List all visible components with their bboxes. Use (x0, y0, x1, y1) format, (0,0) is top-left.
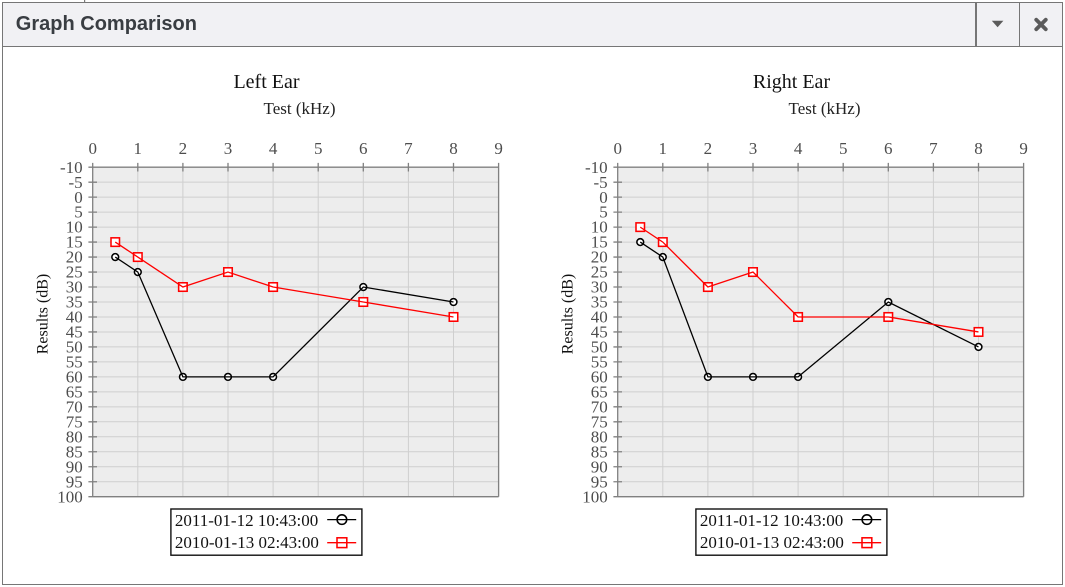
svg-text:2010-01-13 02:43:00: 2010-01-13 02:43:00 (700, 533, 844, 552)
svg-text:95: 95 (591, 472, 608, 491)
svg-text:80: 80 (591, 427, 608, 446)
svg-text:5: 5 (314, 139, 323, 158)
svg-text:Left Ear: Left Ear (233, 71, 299, 93)
svg-text:30: 30 (591, 278, 608, 297)
svg-text:85: 85 (591, 442, 608, 461)
svg-text:100: 100 (582, 487, 608, 506)
svg-text:6: 6 (359, 139, 368, 158)
svg-text:75: 75 (591, 412, 608, 431)
svg-text:40: 40 (66, 308, 83, 327)
svg-text:30: 30 (66, 278, 83, 297)
svg-text:Right Ear: Right Ear (753, 71, 831, 93)
svg-text:70: 70 (66, 397, 83, 416)
svg-text:0: 0 (599, 188, 608, 207)
svg-text:-5: -5 (69, 173, 83, 192)
svg-text:90: 90 (591, 457, 608, 476)
svg-text:2: 2 (179, 139, 188, 158)
svg-text:90: 90 (66, 457, 83, 476)
svg-text:2010-01-13 02:43:00: 2010-01-13 02:43:00 (175, 533, 319, 552)
svg-text:80: 80 (66, 427, 83, 446)
svg-text:7: 7 (404, 139, 413, 158)
svg-text:7: 7 (929, 139, 938, 158)
svg-text:6: 6 (884, 139, 893, 158)
svg-text:9: 9 (494, 139, 503, 158)
svg-text:25: 25 (66, 263, 83, 282)
svg-text:65: 65 (591, 382, 608, 401)
svg-text:4: 4 (794, 139, 803, 158)
svg-text:3: 3 (749, 139, 758, 158)
svg-text:0: 0 (613, 139, 622, 158)
svg-text:Test (kHz): Test (kHz) (264, 99, 336, 118)
svg-text:45: 45 (66, 323, 83, 342)
svg-text:85: 85 (66, 442, 83, 461)
svg-text:5: 5 (599, 203, 608, 222)
svg-text:20: 20 (66, 248, 83, 267)
svg-text:40: 40 (591, 308, 608, 327)
svg-text:8: 8 (449, 139, 458, 158)
svg-text:3: 3 (224, 139, 233, 158)
svg-text:Results (dB): Results (dB) (34, 274, 51, 354)
svg-text:10: 10 (591, 218, 608, 237)
svg-text:8: 8 (974, 139, 983, 158)
svg-text:Graph Comparison: Graph Comparison (16, 13, 197, 35)
svg-text:-10: -10 (60, 158, 83, 177)
svg-text:-5: -5 (594, 173, 608, 192)
svg-text:-10: -10 (585, 158, 608, 177)
svg-text:25: 25 (591, 263, 608, 282)
svg-text:35: 35 (66, 293, 83, 312)
svg-text:2011-01-12 10:43:00: 2011-01-12 10:43:00 (175, 511, 318, 530)
svg-text:45: 45 (591, 323, 608, 342)
svg-text:9: 9 (1019, 139, 1028, 158)
svg-text:5: 5 (839, 139, 848, 158)
svg-text:15: 15 (66, 233, 83, 252)
svg-text:50: 50 (66, 338, 83, 357)
svg-text:Test (kHz): Test (kHz) (789, 99, 861, 118)
svg-text:100: 100 (57, 487, 83, 506)
svg-text:0: 0 (74, 188, 83, 207)
svg-text:75: 75 (66, 412, 83, 431)
svg-text:50: 50 (591, 338, 608, 357)
svg-text:60: 60 (591, 367, 608, 386)
svg-text:1: 1 (134, 139, 143, 158)
svg-text:55: 55 (66, 353, 83, 372)
svg-text:2011-01-12 10:43:00: 2011-01-12 10:43:00 (700, 511, 843, 530)
svg-text:15: 15 (591, 233, 608, 252)
svg-text:95: 95 (66, 472, 83, 491)
svg-text:2: 2 (704, 139, 713, 158)
svg-text:65: 65 (66, 382, 83, 401)
svg-text:1: 1 (659, 139, 668, 158)
svg-text:55: 55 (591, 353, 608, 372)
svg-text:4: 4 (269, 139, 278, 158)
svg-text:Results (dB): Results (dB) (559, 274, 576, 354)
svg-text:35: 35 (591, 293, 608, 312)
svg-text:5: 5 (74, 203, 83, 222)
svg-text:60: 60 (66, 367, 83, 386)
svg-text:20: 20 (591, 248, 608, 267)
svg-text:70: 70 (591, 397, 608, 416)
svg-text:10: 10 (66, 218, 83, 237)
svg-text:0: 0 (88, 139, 97, 158)
